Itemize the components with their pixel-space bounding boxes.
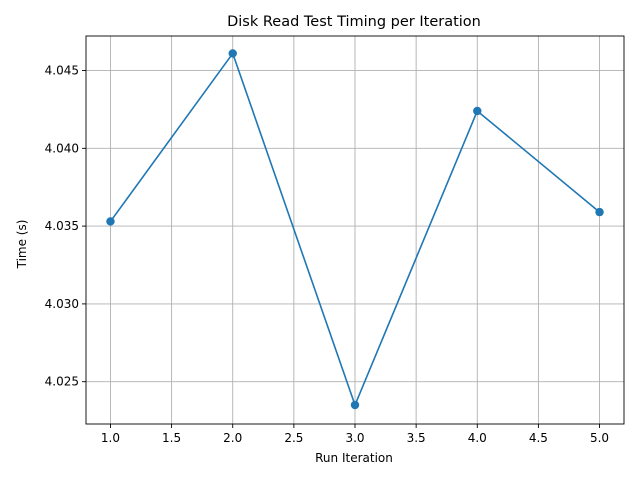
data-point	[350, 400, 360, 410]
data-point	[228, 49, 237, 58]
x-tick-label: 4.0	[468, 431, 487, 445]
x-tick-label: 3.5	[407, 431, 426, 445]
x-tick-label: 2.0	[223, 431, 242, 445]
y-tick-label: 4.030	[45, 297, 79, 311]
data-point	[595, 207, 604, 217]
x-tick-label: 3.0	[345, 431, 364, 445]
x-tick-label: 5.0	[590, 431, 609, 445]
y-axis-label: Time (s)	[15, 220, 29, 270]
x-tick-label: 1.0	[101, 431, 120, 445]
y-tick-label: 4.035	[45, 219, 79, 233]
grid	[86, 36, 624, 424]
data-series	[106, 49, 604, 410]
data-point	[473, 106, 482, 116]
data-point	[106, 217, 115, 226]
y-tick-label: 4.040	[45, 141, 79, 155]
x-tick-label: 2.5	[284, 431, 303, 445]
ticks: 1.0 1.5 2.0 2.5 3.0 3.5 4.0 4.5 5.0 4.025 4.030 4.0…	[45, 64, 609, 445]
y-tick-label: 4.025	[45, 375, 79, 389]
x-tick-label: 4.5	[529, 431, 548, 445]
y-tick-label: 4.045	[45, 64, 79, 78]
chart-title: Disk Read Test Timing per Iteration	[227, 14, 481, 30]
x-tick-label: 1.5	[162, 431, 181, 445]
x-axis-label: Run Iteration	[315, 451, 393, 465]
